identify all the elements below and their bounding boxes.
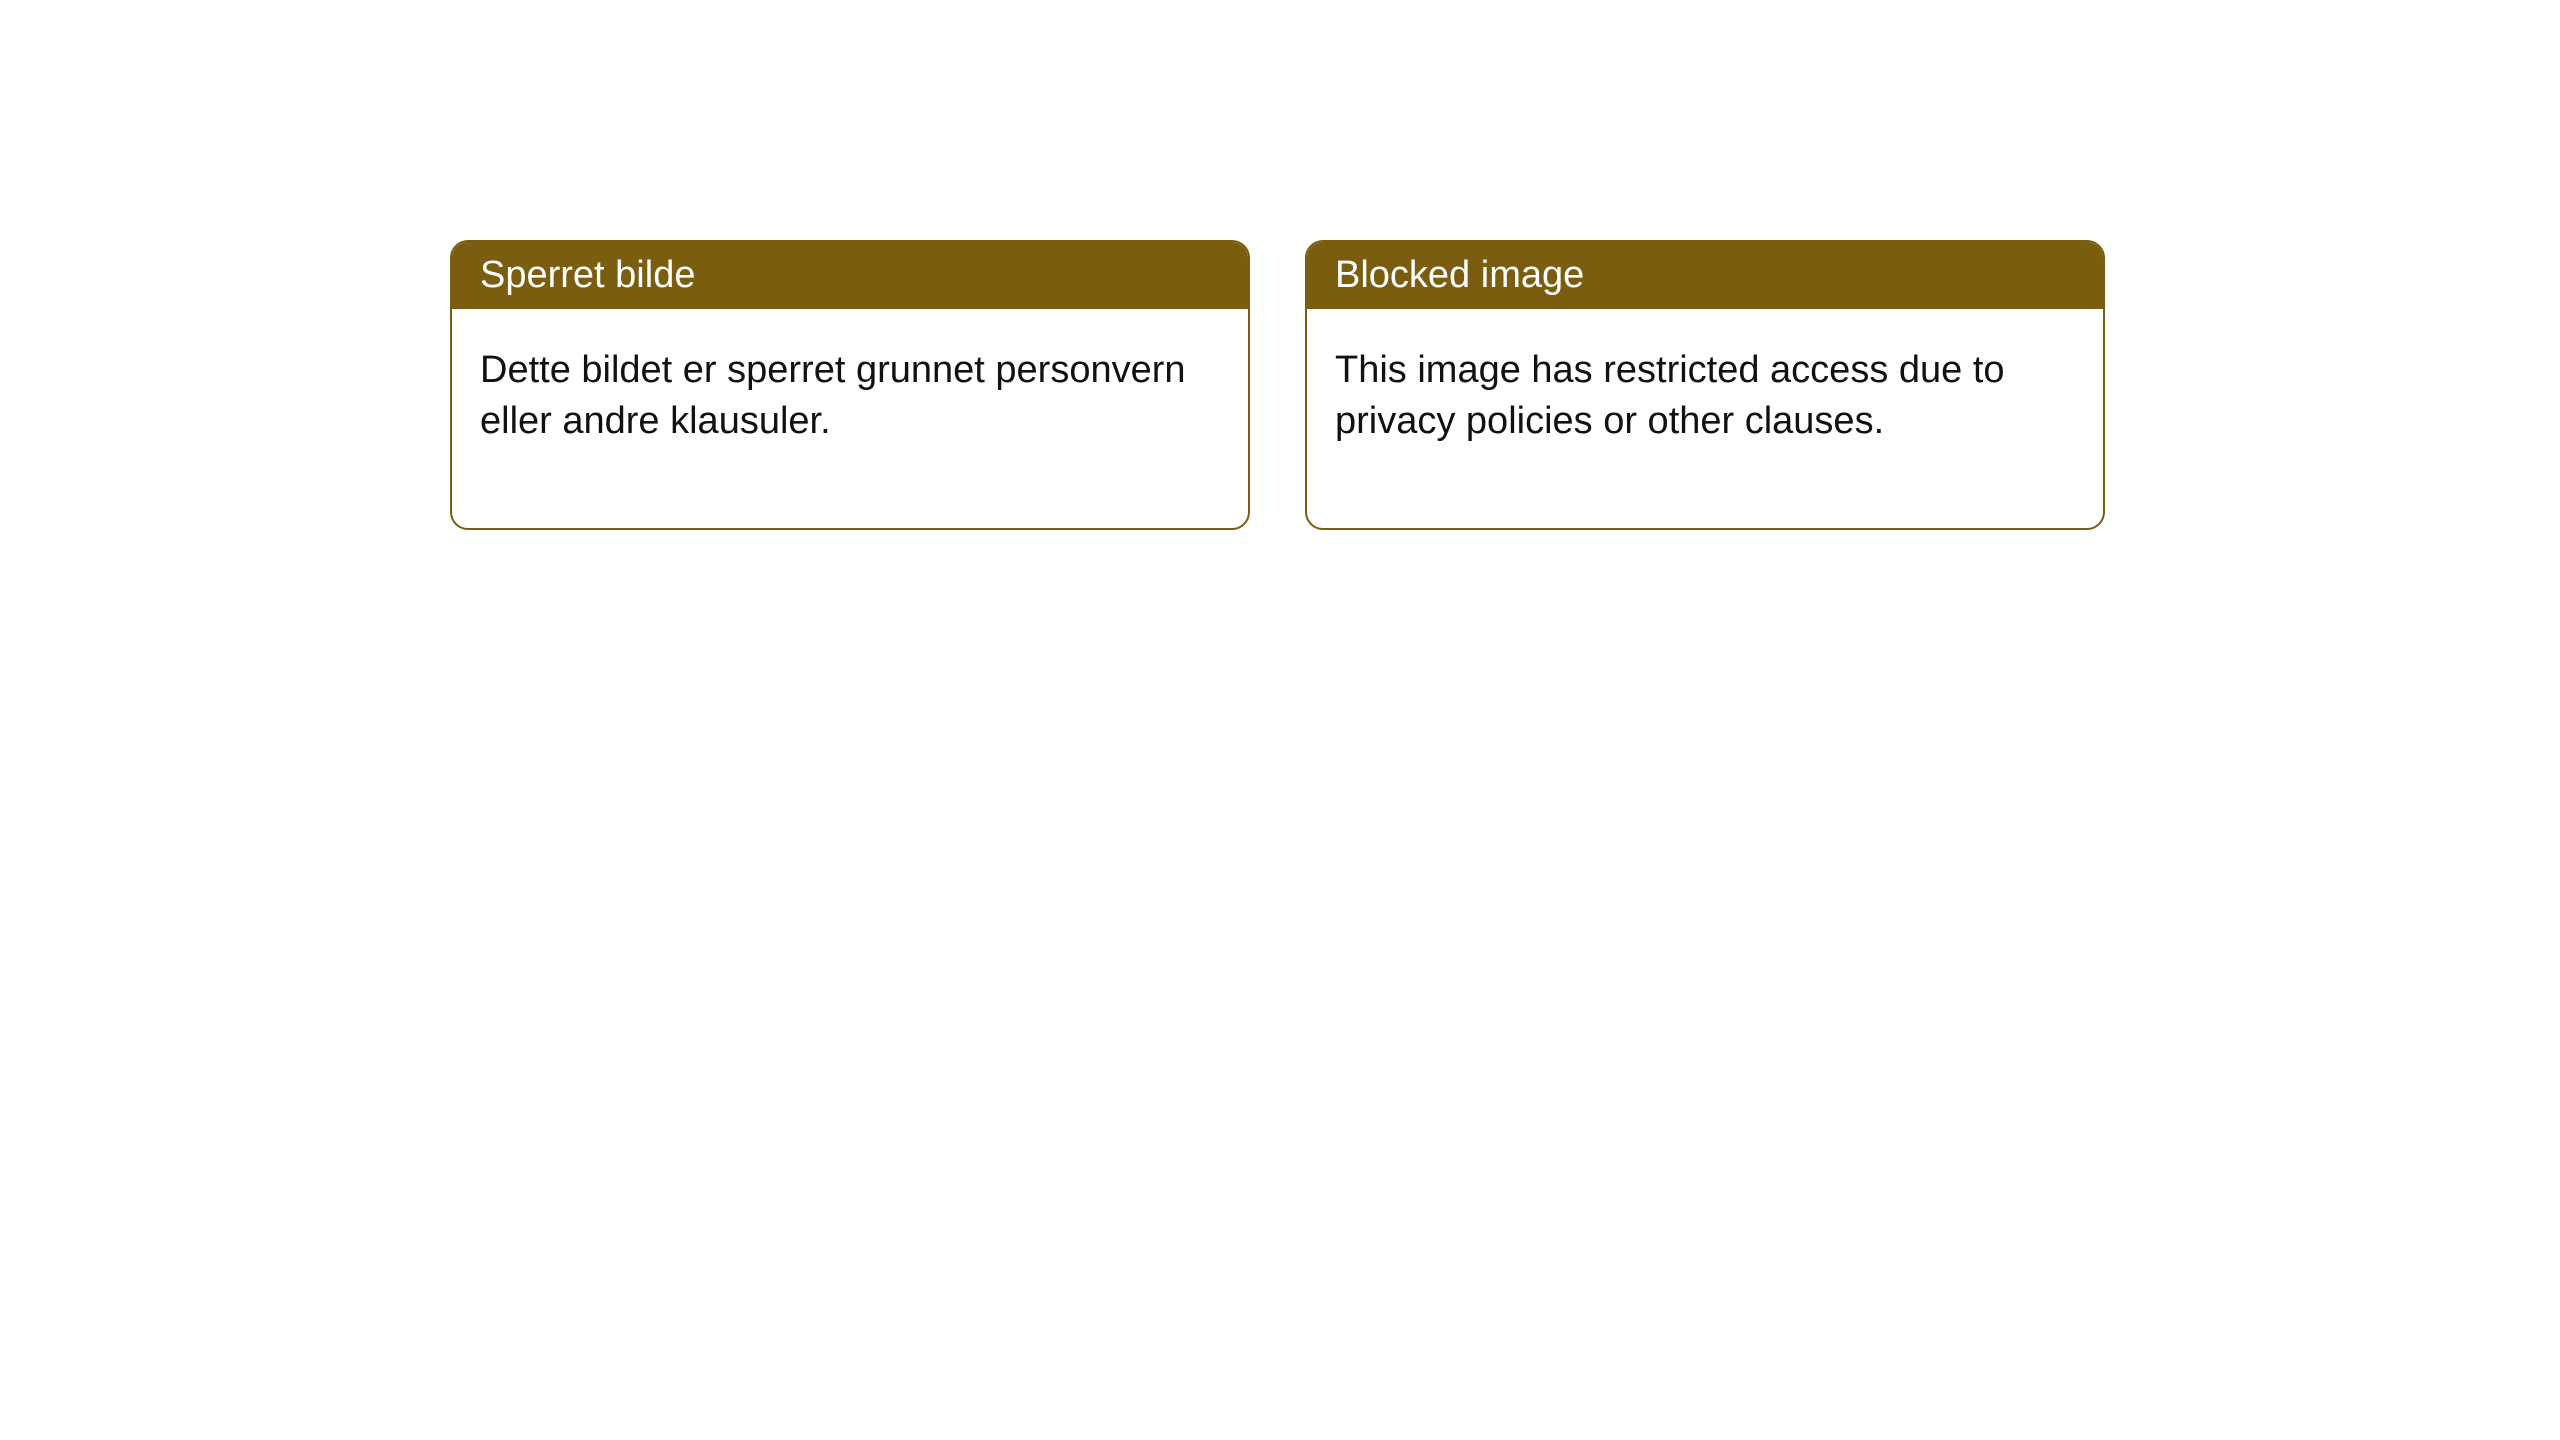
card-body-text: This image has restricted access due to … [1307, 309, 2103, 528]
blocked-image-cards: Sperret bilde Dette bildet er sperret gr… [450, 240, 2105, 530]
card-title: Sperret bilde [452, 242, 1248, 309]
card-body-text: Dette bildet er sperret grunnet personve… [452, 309, 1248, 528]
card-title: Blocked image [1307, 242, 2103, 309]
blocked-image-card-en: Blocked image This image has restricted … [1305, 240, 2105, 530]
blocked-image-card-no: Sperret bilde Dette bildet er sperret gr… [450, 240, 1250, 530]
